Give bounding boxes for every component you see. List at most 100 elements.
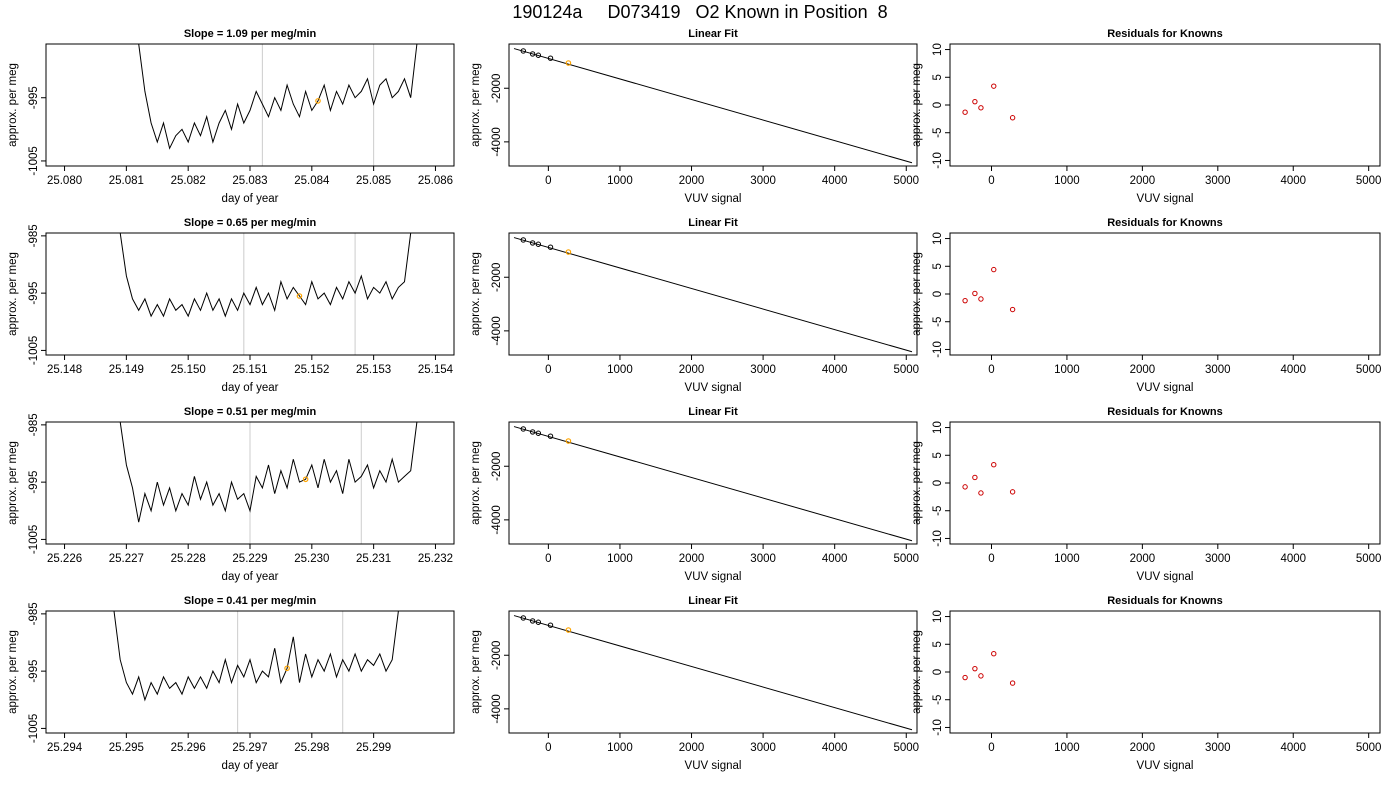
y-tick-label: -1005 <box>28 714 40 743</box>
chart-panel-linear-fit: Linear Fit 0 1000 2000 3000 4000 5000 -4000 -200… <box>470 595 919 772</box>
data-point <box>520 615 527 621</box>
residual-point <box>962 109 968 115</box>
x-tick-label: 25.151 <box>232 364 267 376</box>
x-tick-label: 25.086 <box>418 175 453 187</box>
data-point <box>520 426 527 432</box>
y-tick-label: 10 <box>932 610 944 623</box>
x-tick-label: 25.232 <box>418 553 453 565</box>
x-tick-label: 0 <box>988 553 994 565</box>
x-tick-label: 5000 <box>893 364 919 376</box>
y-tick-label: -10 <box>932 152 944 169</box>
x-tick-label: 25.080 <box>47 175 82 187</box>
highlight-point <box>315 98 321 104</box>
chart-title: Linear Fit <box>688 595 738 607</box>
x-tick-label: 5000 <box>1356 364 1382 376</box>
x-tick-label: 0 <box>545 364 551 376</box>
x-tick-label: 2000 <box>1130 553 1156 565</box>
data-point <box>535 619 542 625</box>
chart-panel-linear-fit: Linear Fit 0 1000 2000 3000 4000 5000 -4000 -200… <box>470 406 919 583</box>
x-tick-label: 25.153 <box>356 364 391 376</box>
x-tick-label: 4000 <box>822 175 848 187</box>
y-tick-label: 10 <box>932 43 944 56</box>
chart-panel-residuals: Residuals for Knowns 0 1000 2000 3000 4000 500… <box>911 595 1381 772</box>
chart-title: Residuals for Knowns <box>1107 217 1223 229</box>
x-tick-label: 4000 <box>1280 364 1306 376</box>
data-point <box>529 240 536 246</box>
x-tick-label: 1000 <box>1054 175 1080 187</box>
residual-point <box>1009 115 1016 121</box>
x-axis-label: VUV signal <box>1137 193 1194 205</box>
data-point <box>520 237 527 243</box>
x-axis-label: VUV signal <box>685 571 742 583</box>
y-tick-label: 10 <box>932 421 944 434</box>
highlight-point <box>296 293 303 299</box>
x-tick-label: 25.294 <box>47 742 83 754</box>
plot-frame <box>949 610 1381 734</box>
data-point <box>547 55 554 61</box>
x-tick-label: 0 <box>545 742 551 754</box>
y-tick-label: -985 <box>28 224 40 247</box>
chart-panel-time-series: Slope = 1.09 per meg/min 25.080 25.081 25.0… <box>7 28 455 205</box>
x-tick-label: 0 <box>545 175 551 187</box>
y-axis-label: approx. per meg <box>911 63 923 147</box>
plot-frame <box>45 43 455 167</box>
y-tick-label: -5 <box>932 695 944 705</box>
chart-title: Residuals for Knowns <box>1107 28 1223 40</box>
x-tick-label: 1000 <box>1054 553 1080 565</box>
residual-point <box>972 98 978 105</box>
y-tick-label: -10 <box>932 719 944 736</box>
y-tick-label: -985 <box>28 602 40 625</box>
data-point <box>535 430 542 436</box>
x-tick-label: 25.149 <box>109 364 144 376</box>
data-point <box>535 52 542 58</box>
y-tick-label: 0 <box>932 102 944 108</box>
x-tick-label: 0 <box>545 553 551 565</box>
y-tick-label: -995 <box>28 86 40 109</box>
data-point <box>529 51 536 57</box>
x-tick-label: 2000 <box>679 175 705 187</box>
residual-point <box>978 105 984 111</box>
chart-title: Linear Fit <box>688 406 738 418</box>
x-axis-label: VUV signal <box>685 193 742 205</box>
data-point <box>547 244 554 250</box>
x-tick-label: 25.296 <box>171 742 206 754</box>
data-trace-line <box>119 232 412 318</box>
x-tick-label: 25.231 <box>356 553 391 565</box>
x-tick-label: 5000 <box>893 553 919 565</box>
y-tick-label: -4000 <box>491 316 503 345</box>
x-tick-label: 1000 <box>607 553 633 565</box>
highlight-point <box>565 249 572 255</box>
x-tick-label: 3000 <box>1205 175 1231 187</box>
residual-point <box>1009 489 1016 495</box>
chart-title: Slope = 0.41 per meg/min <box>184 595 317 607</box>
x-tick-label: 1000 <box>607 175 633 187</box>
x-tick-label: 3000 <box>1205 553 1231 565</box>
y-axis-label: approx. per meg <box>470 441 482 525</box>
x-tick-label: 25.148 <box>47 364 82 376</box>
fit-line <box>513 48 913 164</box>
residual-point <box>991 462 997 468</box>
data-trace-line <box>113 610 399 702</box>
y-tick-label: 5 <box>932 452 944 458</box>
fit-line <box>513 237 913 353</box>
x-tick-label: 2000 <box>679 553 705 565</box>
y-tick-label: 5 <box>932 641 944 647</box>
x-axis-label: day of year <box>222 382 279 394</box>
residual-point <box>991 651 997 657</box>
x-tick-label: 1000 <box>1054 742 1080 754</box>
x-tick-label: 3000 <box>1205 742 1231 754</box>
residual-point <box>972 290 978 297</box>
plot-frame <box>508 421 918 545</box>
chart-panel-residuals: Residuals for Knowns 0 1000 2000 3000 4000 500… <box>911 217 1381 394</box>
y-axis-label: approx. per meg <box>7 252 19 336</box>
y-tick-label: -4000 <box>491 127 503 156</box>
y-tick-label: -4000 <box>491 505 503 534</box>
x-tick-label: 1000 <box>607 364 633 376</box>
x-tick-label: 25.228 <box>171 553 206 565</box>
x-tick-label: 25.229 <box>232 553 267 565</box>
data-point <box>547 433 554 439</box>
x-tick-label: 3000 <box>1205 364 1231 376</box>
chart-title: Slope = 0.65 per meg/min <box>184 217 317 229</box>
x-axis-label: VUV signal <box>1137 571 1194 583</box>
y-tick-label: -995 <box>28 282 40 305</box>
